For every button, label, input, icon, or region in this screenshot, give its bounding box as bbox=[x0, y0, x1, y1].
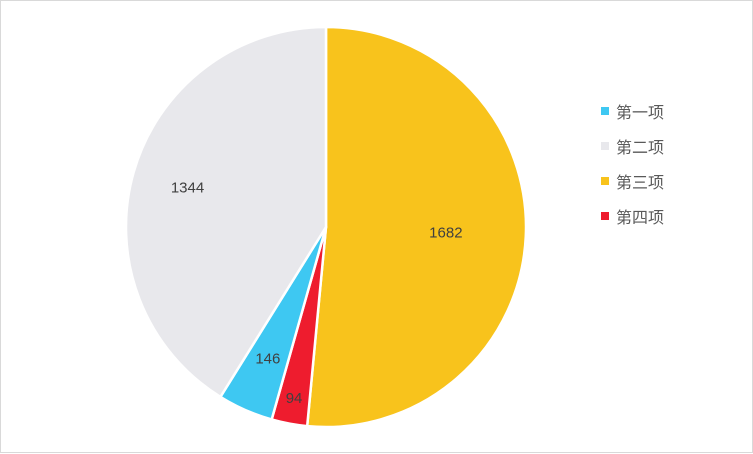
data-label-3: 1682 bbox=[429, 225, 462, 242]
legend-label-2: 第二项 bbox=[616, 137, 665, 157]
legend-item-2: 第二项 bbox=[601, 128, 664, 163]
legend-item-1: 第一项 bbox=[601, 93, 664, 128]
data-label-1: 146 bbox=[255, 351, 280, 368]
data-label-4: 94 bbox=[286, 390, 303, 407]
pie-slice-2 bbox=[124, 25, 328, 399]
legend-label-4: 第四项 bbox=[616, 207, 665, 227]
legend-label-1: 第一项 bbox=[616, 102, 665, 122]
legend-item-3: 第三项 bbox=[601, 163, 664, 198]
legend-item-4: 第四项 bbox=[601, 198, 664, 233]
legend-swatch-4 bbox=[601, 211, 609, 220]
pie-slice-3 bbox=[305, 25, 528, 429]
legend-swatch-2 bbox=[601, 141, 609, 150]
data-label-2: 1344 bbox=[171, 179, 204, 196]
legend: 第一项 第二项 第三项 第四项 bbox=[601, 93, 664, 233]
legend-label-3: 第三项 bbox=[616, 172, 665, 192]
legend-swatch-1 bbox=[601, 106, 609, 115]
legend-swatch-3 bbox=[601, 176, 609, 185]
